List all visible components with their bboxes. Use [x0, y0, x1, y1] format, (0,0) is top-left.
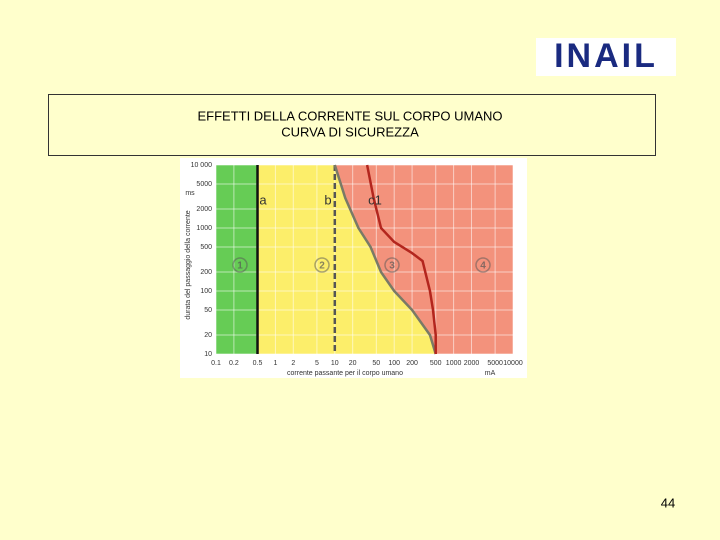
- zone-label: 2: [319, 261, 325, 272]
- y-tick-label: 200: [200, 269, 212, 276]
- y-tick-label: 50: [204, 307, 212, 314]
- y-tick-label: 500: [200, 244, 212, 251]
- x-tick-label: 10: [331, 360, 339, 367]
- curve: [365, 164, 437, 354]
- curve-label: c1: [368, 192, 382, 207]
- header-box: [48, 94, 656, 156]
- x-tick-label: 5000: [487, 360, 503, 367]
- zone-marker: [314, 257, 330, 273]
- y-tick-label: 2000: [196, 206, 212, 213]
- x-tick-label: 2: [291, 360, 295, 367]
- y-tick-label: 100: [200, 288, 212, 295]
- x-tick-label: 0.5: [253, 360, 263, 367]
- y-tick-label: 10 000: [191, 162, 213, 169]
- y-tick-label: 1000: [196, 225, 212, 232]
- zone-marker: [384, 257, 400, 273]
- x-tick-label: 0.1: [211, 360, 221, 367]
- header-line: EFFETTI DELLA CORRENTE SUL CORPO UMANO: [197, 108, 502, 123]
- logo-box: [536, 38, 676, 76]
- x-tick-label: 500: [430, 360, 442, 367]
- curve: [333, 164, 437, 355]
- header-line: CURVA DI SICUREZZA: [281, 124, 419, 139]
- y-tick-label: 5000: [196, 181, 212, 188]
- y-axis-title: durata del passaggio della corrente: [185, 210, 192, 319]
- x-tick-label: 50: [372, 360, 380, 367]
- logo: INAIL: [554, 37, 658, 75]
- x-tick-label: 200: [406, 360, 418, 367]
- x-tick-label: 0.2: [229, 360, 239, 367]
- zone-area: [334, 165, 513, 354]
- x-tick-label: 100: [388, 360, 400, 367]
- curve-label: b: [324, 192, 331, 207]
- zone-marker: [232, 257, 248, 273]
- x-tick-label: 5: [315, 360, 319, 367]
- x-tick-label: 1000: [446, 360, 462, 367]
- zone-label: 3: [389, 261, 395, 272]
- x-tick-label: 10000: [503, 360, 523, 367]
- zone-label: 4: [480, 261, 486, 272]
- x-tick-label: 20: [349, 360, 357, 367]
- chart: 0.1 0.2 0.5 1 2 5 10 20 50 100 200 500 1000 2000 5000 1…: [185, 162, 523, 377]
- y-tick-label: 10: [204, 351, 212, 358]
- x-unit: mA: [485, 370, 496, 377]
- page-number: 44: [661, 495, 675, 510]
- curve-label: a: [259, 192, 267, 207]
- x-axis-title: corrente passante per il corpo umano: [287, 370, 403, 377]
- x-tick-label: 2000: [464, 360, 480, 367]
- zone-label: 1: [237, 261, 243, 272]
- zone-marker: [475, 257, 491, 273]
- x-tick-label: 1: [273, 360, 277, 367]
- y-unit: ms: [185, 190, 195, 197]
- y-tick-label: 20: [204, 332, 212, 339]
